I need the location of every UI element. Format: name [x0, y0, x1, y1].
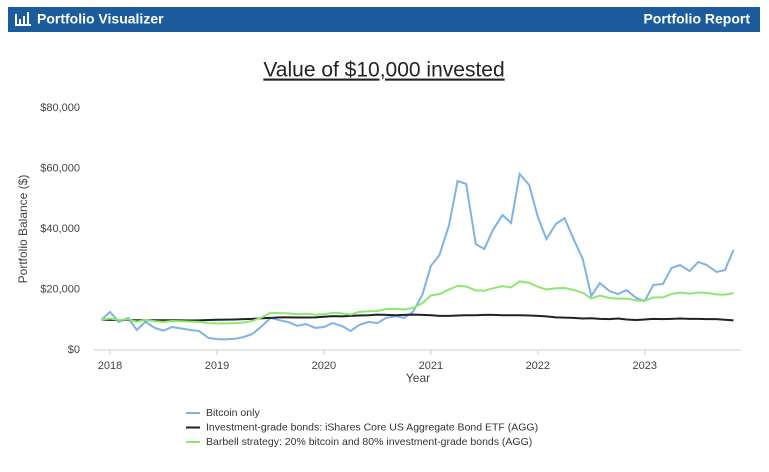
- report-title: Portfolio Report: [643, 11, 750, 27]
- x-tick-label: 2020: [312, 360, 336, 372]
- x-axis-title: Year: [406, 371, 430, 385]
- logo: [15, 12, 31, 26]
- brand: Portfolio Visualizer: [37, 11, 164, 27]
- y-tick-label: $80,000: [40, 102, 80, 114]
- series-line: [101, 313, 734, 322]
- x-tick-label: 2022: [526, 360, 550, 372]
- y-tick-label: $40,000: [40, 223, 80, 235]
- series-line: [101, 280, 734, 325]
- legend-label: Investment-grade bonds: iShares Core US …: [206, 421, 538, 433]
- legend-label: Bitcoin only: [206, 407, 260, 419]
- y-axis-title: Portfolio Balance ($): [16, 175, 30, 284]
- x-tick-label: 2018: [98, 360, 122, 372]
- y-tick-label: $60,000: [40, 162, 80, 174]
- x-tick-label: 2023: [633, 360, 657, 372]
- chart-title: Value of $10,000 invested: [263, 59, 504, 82]
- series-line: [100, 171, 735, 341]
- header-bar: [8, 7, 760, 32]
- x-tick-label: 2019: [205, 360, 229, 372]
- legend-label: Barbell strategy: 20% bitcoin and 80% in…: [206, 436, 532, 448]
- y-tick-label: $20,000: [40, 283, 80, 295]
- y-tick-label: $0: [68, 344, 80, 356]
- x-tick-label: 2021: [419, 360, 443, 372]
